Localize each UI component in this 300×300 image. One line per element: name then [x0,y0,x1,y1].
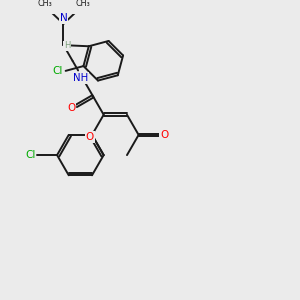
Text: Cl: Cl [53,66,63,76]
Text: Cl: Cl [25,150,35,160]
Text: NH: NH [73,73,88,83]
Text: O: O [85,132,94,142]
Text: CH₃: CH₃ [75,0,90,8]
Text: N: N [60,13,68,23]
Text: O: O [160,130,168,140]
Text: CH₃: CH₃ [37,0,52,8]
Text: O: O [67,103,76,112]
Text: H: H [64,41,70,50]
